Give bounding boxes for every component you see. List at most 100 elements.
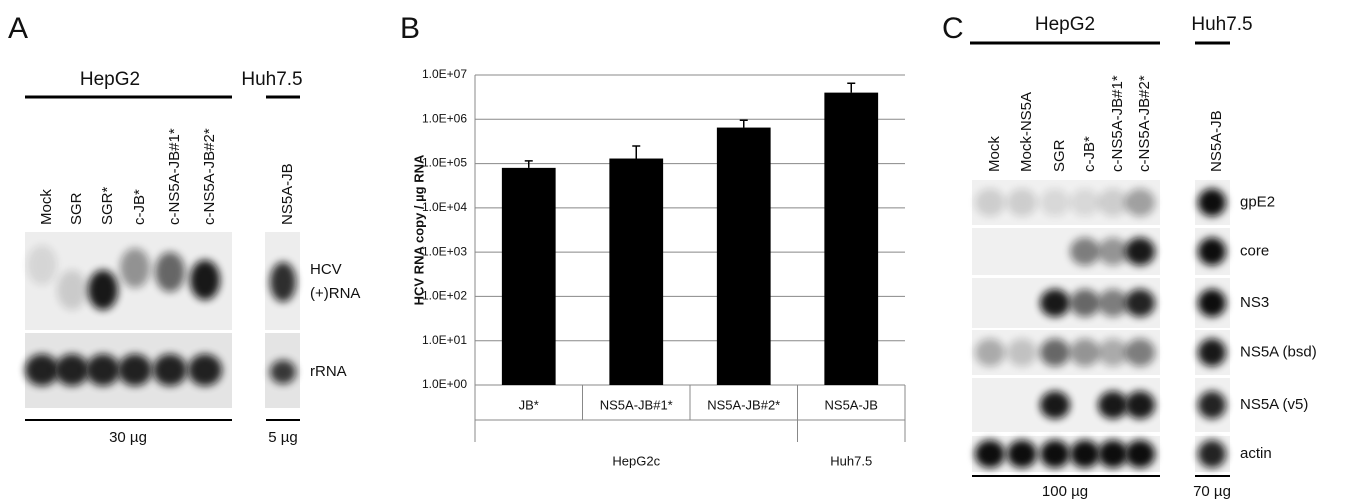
panel-letter: C — [942, 12, 964, 45]
band — [1098, 391, 1128, 419]
band — [1040, 289, 1070, 317]
row-label: HCV — [310, 261, 342, 278]
y-tick-label: 1.0E+06 — [422, 111, 467, 125]
lane-label: c-JB* — [1081, 136, 1098, 172]
error-bar — [740, 120, 748, 127]
band — [1125, 391, 1155, 419]
band — [1007, 440, 1037, 468]
lane-label: NS5A-JB — [1208, 110, 1225, 172]
x-tick-label: NS5A-JB#1* — [600, 397, 673, 412]
lane-label: c-JB* — [131, 189, 148, 225]
group-label: Huh7.5 — [830, 453, 872, 468]
band — [1070, 289, 1100, 317]
band — [1125, 189, 1155, 217]
lane-label: NS5A-JB — [279, 163, 296, 225]
y-axis-label: HCV RNA copy / µg RNA — [411, 154, 426, 305]
band — [155, 252, 185, 292]
bar — [502, 168, 556, 385]
cell-line: HepG2 — [80, 69, 140, 90]
band — [1198, 440, 1226, 468]
row-label: NS5A (v5) — [1240, 396, 1308, 413]
band — [1070, 189, 1100, 217]
band — [57, 270, 87, 310]
lane-label: SGR — [68, 192, 85, 225]
band — [270, 360, 296, 384]
panel-letter: A — [8, 12, 28, 45]
band — [975, 339, 1005, 367]
band — [55, 354, 89, 386]
band — [188, 354, 222, 386]
y-tick-label: 1.0E+00 — [422, 377, 467, 391]
y-tick-label: 1.0E+04 — [422, 200, 467, 214]
x-tick-label: NS5A-JB#2* — [707, 397, 780, 412]
band — [975, 440, 1005, 468]
bar — [824, 93, 878, 385]
row-label: core — [1240, 242, 1269, 259]
error-bar — [632, 146, 640, 159]
lane-label: c-NS5A-JB#1* — [1109, 75, 1126, 172]
amount: 30 µg — [109, 429, 147, 446]
lane-label: c-NS5A-JB#2* — [1136, 75, 1153, 172]
band — [1098, 339, 1128, 367]
error-bar — [525, 161, 533, 168]
band — [1198, 391, 1226, 419]
band — [1007, 189, 1037, 217]
y-tick-label: 1.0E+01 — [422, 333, 467, 347]
band — [1040, 339, 1070, 367]
lane-label: SGR* — [99, 186, 116, 225]
band — [1098, 289, 1128, 317]
band — [1098, 189, 1128, 217]
band — [1198, 339, 1226, 367]
lane-label: Mock — [986, 136, 1003, 172]
band — [1125, 339, 1155, 367]
error-bar — [847, 83, 855, 92]
band — [153, 354, 187, 386]
cell-line: Huh7.5 — [241, 69, 302, 90]
row-label: gpE2 — [1240, 193, 1275, 210]
lane-label: SGR — [1051, 139, 1068, 172]
bar — [717, 128, 771, 385]
band — [1007, 339, 1037, 367]
amount: 5 µg — [268, 429, 298, 446]
lane-label: Mock — [38, 189, 55, 225]
cell-line: HepG2 — [1035, 14, 1095, 35]
group-label: HepG2c — [612, 453, 660, 468]
band — [270, 262, 296, 302]
y-tick-label: 1.0E+02 — [422, 289, 467, 303]
band — [975, 189, 1005, 217]
lane-label: c-NS5A-JB#2* — [201, 128, 218, 225]
band — [1198, 189, 1226, 217]
band — [27, 245, 57, 285]
y-tick-label: 1.0E+03 — [422, 244, 467, 258]
x-tick-label: NS5A-JB — [825, 397, 878, 412]
band — [1198, 289, 1226, 317]
band — [1070, 238, 1100, 266]
bar — [609, 159, 663, 385]
band — [1125, 440, 1155, 468]
x-tick-label: JB* — [519, 397, 539, 412]
cell-line: Huh7.5 — [1191, 14, 1252, 35]
band — [1098, 440, 1128, 468]
amount: 70 µg — [1193, 483, 1231, 500]
lane-label: Mock-NS5A — [1018, 92, 1035, 172]
band — [118, 354, 152, 386]
band — [1040, 189, 1070, 217]
band — [1070, 440, 1100, 468]
band — [1040, 440, 1070, 468]
row-label: actin — [1240, 445, 1272, 462]
band — [25, 354, 59, 386]
band — [88, 270, 118, 310]
band — [1125, 289, 1155, 317]
row-label: NS5A (bsd) — [1240, 343, 1317, 360]
amount: 100 µg — [1042, 483, 1088, 500]
figure: A HepG2 Huh7.5 HCV (+)RNA rRNA 30 µg 5 µ… — [0, 0, 1351, 500]
lane-label: c-NS5A-JB#1* — [166, 128, 183, 225]
row-label: rRNA — [310, 363, 347, 380]
band — [120, 248, 150, 288]
band — [1040, 391, 1070, 419]
band — [1125, 238, 1155, 266]
row-label: (+)RNA — [310, 285, 360, 302]
y-tick-label: 1.0E+05 — [422, 156, 467, 170]
band — [86, 354, 120, 386]
y-tick-label: 1.0E+07 — [422, 67, 467, 81]
